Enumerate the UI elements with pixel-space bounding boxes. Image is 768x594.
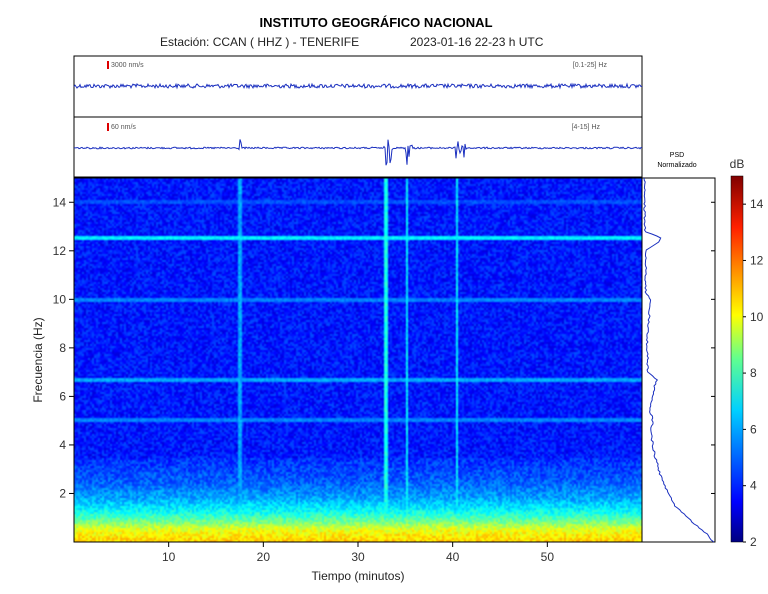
x-tick-label: 30 xyxy=(351,550,365,564)
colorbar-tick-label: 10 xyxy=(750,310,764,324)
spectrogram-image xyxy=(74,178,642,542)
x-tick-label: 50 xyxy=(541,550,555,564)
colorbar-tick-label: 4 xyxy=(750,479,757,493)
psd-frame xyxy=(641,177,716,543)
y-tick-label: 8 xyxy=(59,341,66,355)
amplitude-label-broadband: 3000 nm/s xyxy=(111,62,144,69)
figure-title: INSTITUTO GEOGRÁFICO NACIONAL xyxy=(259,15,492,30)
psd-label-line1: PSD xyxy=(670,152,684,159)
y-axis-label: Frecuencia (Hz) xyxy=(31,317,45,402)
y-tick-label: 2 xyxy=(59,486,66,500)
x-axis-ticks: 10 20 30 40 50 xyxy=(162,542,554,564)
band-label-broadband: [0.1-25] Hz xyxy=(573,62,608,69)
colorbar-tick-label: 14 xyxy=(750,197,764,211)
y-tick-label: 4 xyxy=(59,438,66,452)
scale-bar-filtered xyxy=(107,123,109,131)
spectrogram-panel: 10 20 30 40 50 2 4 6 8 10 12 14 Tiempo (minutos) F… xyxy=(31,177,643,583)
trace-line-broadband xyxy=(73,82,643,90)
trace-panel-broadband: 3000 nm/s [0.1-25] Hz xyxy=(73,55,643,118)
colorbar-ticks: 2 4 6 8 10 12 14 xyxy=(743,197,764,549)
station-label: Estación: CCAN ( HHZ ) - TENERIFE xyxy=(160,35,359,49)
y-tick-label: 14 xyxy=(53,195,67,209)
x-tick-label: 10 xyxy=(162,550,176,564)
psd-label-line2: Normalizado xyxy=(657,162,696,169)
trace-panel-filtered: 60 nm/s [4-15] Hz xyxy=(73,116,643,178)
amplitude-label-filtered: 60 nm/s xyxy=(111,124,136,131)
psd-panel: PSD Normalizado xyxy=(641,152,716,543)
y-tick-label: 12 xyxy=(53,244,67,258)
colorbar-tick-label: 6 xyxy=(750,422,757,436)
trace-panel-filtered-frame xyxy=(73,116,643,178)
trace-line-filtered xyxy=(74,139,643,166)
datetime-label: 2023-01-16 22-23 h UTC xyxy=(410,35,544,49)
x-tick-label: 40 xyxy=(446,550,460,564)
psd-line xyxy=(643,177,715,543)
colorbar-bar xyxy=(730,175,744,543)
colorbar-label: dB xyxy=(730,157,745,171)
x-tick-label: 20 xyxy=(257,550,271,564)
colorbar: dB 2 4 6 8 10 12 14 xyxy=(730,157,764,549)
band-label-filtered: [4-15] Hz xyxy=(572,124,601,131)
y-tick-label: 10 xyxy=(53,292,67,306)
colorbar-tick-label: 12 xyxy=(750,253,764,267)
colorbar-tick-label: 2 xyxy=(750,535,757,549)
colorbar-tick-label: 8 xyxy=(750,366,757,380)
psd-ticks xyxy=(711,201,715,494)
y-axis-ticks: 2 4 6 8 10 12 14 xyxy=(53,195,74,500)
scale-bar-broadband xyxy=(107,61,109,69)
x-axis-label: Tiempo (minutos) xyxy=(312,569,405,583)
y-tick-label: 6 xyxy=(59,389,66,403)
